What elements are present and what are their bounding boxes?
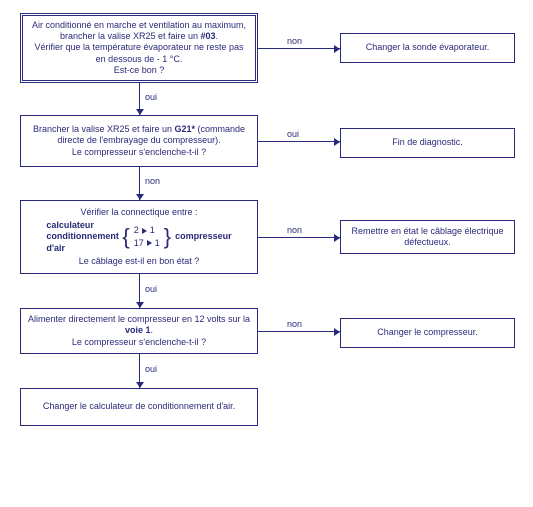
edge-label-yes: oui (287, 129, 299, 139)
brace-left-icon: { (122, 226, 129, 248)
pin-row: 17 1 (134, 238, 160, 249)
node-n2-text: Brancher la valise XR25 et faire un G21*… (27, 124, 251, 158)
node-r1-text: Changer la sonde évaporateur. (366, 42, 490, 53)
edge-label-no: non (145, 176, 160, 186)
node-n4: Alimenter directement le compresseur en … (20, 308, 258, 354)
node-start: Air conditionné en marche et ventilation… (20, 13, 258, 83)
pin-left-label: calculateur conditionnement d'air (46, 220, 118, 254)
edge-label-no: non (287, 36, 302, 46)
pin-from: 2 (134, 225, 139, 236)
node-r3-text: Remettre en état le câblage électrique d… (347, 226, 508, 249)
arrow-right-icon (142, 228, 147, 234)
connector (258, 331, 340, 332)
edge-label-yes: oui (145, 284, 157, 294)
node-r4-text: Changer le compresseur. (377, 327, 478, 338)
node-n5-text: Changer le calculateur de conditionnemen… (43, 401, 235, 412)
pin-table: calculateur conditionnement d'air { 2 1 … (46, 220, 231, 254)
pin-to: 1 (150, 225, 155, 236)
node-n4-text: Alimenter directement le compresseur en … (27, 314, 251, 348)
node-n2: Brancher la valise XR25 et faire un G21*… (20, 115, 258, 167)
pin-row: 2 1 (134, 225, 160, 236)
node-r1: Changer la sonde évaporateur. (340, 33, 515, 63)
brace-right-icon: } (164, 226, 171, 248)
edge-label-yes: oui (145, 92, 157, 102)
flowchart: Air conditionné en marche et ventilation… (10, 10, 523, 497)
pin-from: 17 (134, 238, 144, 249)
node-r2: Fin de diagnostic. (340, 128, 515, 158)
edge-label-no: non (287, 225, 302, 235)
pin-right-label: compresseur (175, 231, 232, 242)
node-n3: Vérifier la connectique entre : calculat… (20, 200, 258, 274)
node-r4: Changer le compresseur. (340, 318, 515, 348)
node-n3-title: Vérifier la connectique entre : (80, 207, 197, 218)
node-n3-question: Le câblage est-il en bon état ? (79, 256, 200, 267)
node-r3: Remettre en état le câblage électrique d… (340, 220, 515, 254)
node-r2-text: Fin de diagnostic. (392, 137, 463, 148)
node-n5: Changer le calculateur de conditionnemen… (20, 388, 258, 426)
pin-to: 1 (155, 238, 160, 249)
connector (258, 237, 340, 238)
connector (258, 48, 340, 49)
pin-rows: 2 1 17 1 (134, 225, 160, 249)
connector (258, 141, 340, 142)
edge-label-yes: oui (145, 364, 157, 374)
arrow-right-icon (147, 240, 152, 246)
node-start-text: Air conditionné en marche et ventilation… (29, 20, 249, 76)
edge-label-no: non (287, 319, 302, 329)
